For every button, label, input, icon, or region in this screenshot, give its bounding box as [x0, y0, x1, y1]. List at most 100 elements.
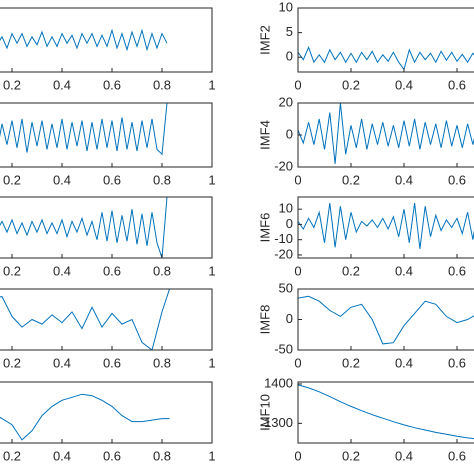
y-tick-label: 0	[286, 49, 293, 64]
signal-line	[298, 46, 474, 71]
y-tick-label: 0	[286, 311, 293, 326]
x-tick-label: 0.6	[103, 263, 121, 278]
subplot: 0.2 0.4 0.6 0.8 1	[0, 288, 216, 370]
y-tick-label: 10	[279, 201, 293, 216]
plot-area	[0, 393, 170, 441]
x-tick-label: 0.6	[448, 448, 466, 463]
y-tick-label: 1400	[264, 375, 293, 390]
x-tick-label: 0.2	[342, 355, 360, 370]
subplot: 0.2 0.4 0.6 0.8 1	[0, 381, 216, 463]
subplot: 0.2 0.4 0.6 0.8 1	[0, 7, 216, 92]
y-axis-label: IMF4	[257, 120, 272, 150]
y-tick-label: 0	[286, 216, 293, 231]
plot-area	[298, 103, 474, 164]
x-tick-label: 0.4	[53, 172, 71, 187]
plot-area	[0, 197, 168, 258]
x-tick-label: 0.2	[342, 263, 360, 278]
signal-line	[0, 289, 170, 350]
y-tick-label: 1300	[264, 415, 293, 430]
y-axis-label: IMF2	[257, 25, 272, 55]
subplot: 0.2 0.4 0.6 0.8 1	[0, 102, 216, 187]
plot-area	[0, 289, 170, 350]
plot-area	[298, 203, 474, 249]
y-axis-label: IMF8	[257, 305, 272, 335]
subplot: 0 0.2 0.4 0.6 0 5 10 IMF2	[257, 0, 474, 92]
x-tick-label: 1	[208, 355, 215, 370]
axes-box	[297, 288, 474, 351]
x-tick-label: 0.2	[3, 263, 21, 278]
y-tick-label: 50	[279, 280, 293, 295]
axes-box	[0, 381, 213, 444]
x-tick-label: 0.4	[53, 77, 71, 92]
signal-line	[298, 103, 474, 164]
x-tick-label: 0	[294, 448, 301, 463]
x-tick-label: 0.6	[103, 172, 121, 187]
y-tick-label: 0	[286, 126, 293, 141]
subplot: 0.2 0.4 0.6 0.8 1	[0, 196, 216, 278]
plot-area	[298, 295, 474, 345]
x-tick-label: 0.4	[395, 355, 413, 370]
plot-area	[298, 46, 474, 71]
x-tick-label: 0.8	[153, 172, 171, 187]
y-tick-label: -20	[274, 246, 293, 261]
axes-box	[297, 196, 474, 259]
y-axis-label: IMF10	[257, 394, 272, 431]
axes-box	[297, 381, 474, 444]
axes-box	[0, 7, 213, 73]
y-tick-label: -10	[274, 231, 293, 246]
signal-line	[0, 103, 168, 156]
signal-line	[0, 197, 168, 258]
x-tick-label: 0.6	[103, 77, 121, 92]
y-axis-label: IMF6	[257, 213, 272, 243]
signal-line	[298, 295, 474, 345]
signal-line	[0, 28, 168, 52]
x-tick-label: 0.8	[153, 263, 171, 278]
x-tick-label: 0.6	[103, 448, 121, 463]
plot-area	[298, 384, 474, 440]
axes-box	[297, 7, 474, 73]
x-tick-label: 1	[208, 172, 215, 187]
x-tick-label: 0.6	[103, 355, 121, 370]
y-tick-label: -20	[274, 158, 293, 173]
axes-box	[0, 196, 213, 259]
y-tick-label: 10	[279, 0, 293, 14]
x-tick-label: 0.4	[53, 448, 71, 463]
y-tick-label: 20	[279, 94, 293, 109]
x-tick-label: 0.6	[448, 172, 466, 187]
signal-line	[298, 203, 474, 249]
x-tick-label: 0.4	[53, 355, 71, 370]
x-tick-label: 0.8	[153, 448, 171, 463]
axes-box	[0, 288, 213, 351]
x-tick-label: 0.6	[448, 263, 466, 278]
x-tick-label: 0.6	[448, 77, 466, 92]
x-tick-label: 0	[294, 263, 301, 278]
x-tick-label: 0.6	[448, 355, 466, 370]
x-tick-label: 0.8	[153, 355, 171, 370]
x-tick-label: 0.4	[395, 263, 413, 278]
x-tick-label: 0.2	[342, 172, 360, 187]
plot-area	[0, 103, 168, 156]
x-tick-label: 0	[294, 172, 301, 187]
y-tick-label: -50	[274, 341, 293, 356]
x-tick-label: 0.4	[395, 172, 413, 187]
x-tick-label: 0.8	[153, 77, 171, 92]
x-tick-label: 0.2	[3, 355, 21, 370]
x-tick-label: 0.2	[342, 448, 360, 463]
x-tick-label: 0.4	[395, 77, 413, 92]
x-tick-label: 0.2	[342, 77, 360, 92]
x-tick-label: 0.4	[395, 448, 413, 463]
signal-line	[0, 393, 170, 441]
x-tick-label: 1	[208, 77, 215, 92]
x-tick-label: 0.4	[53, 263, 71, 278]
x-tick-label: 1	[208, 263, 215, 278]
x-tick-label: 0.2	[3, 172, 21, 187]
x-tick-label: 0	[294, 355, 301, 370]
x-tick-label: 0.2	[3, 448, 21, 463]
y-tick-label: 5	[286, 24, 293, 39]
axes-box	[0, 102, 213, 168]
